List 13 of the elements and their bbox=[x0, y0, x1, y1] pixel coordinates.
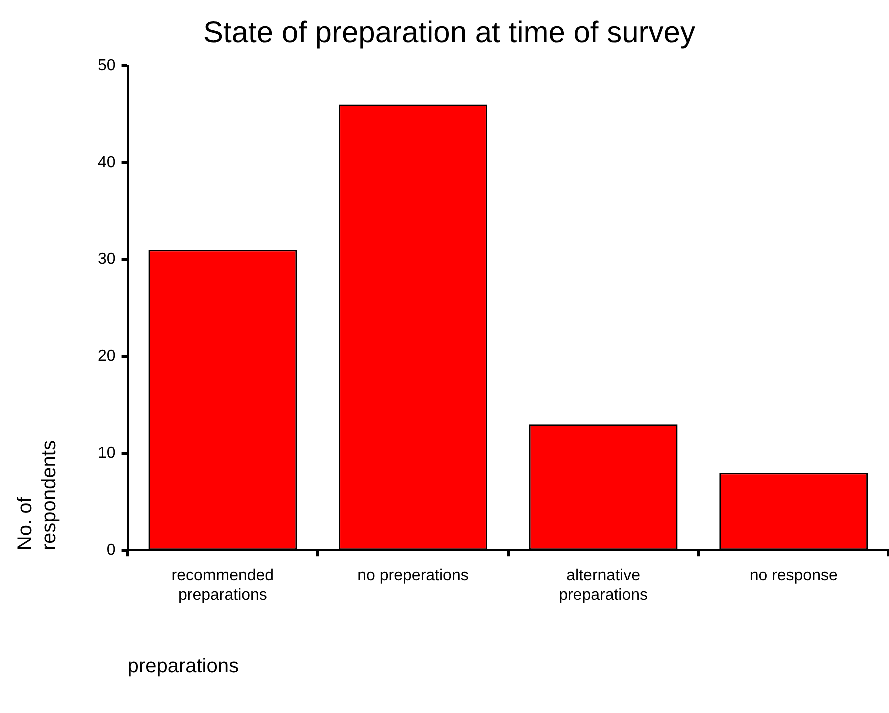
x-tick-label: recommended preparations bbox=[172, 568, 274, 604]
y-tick-label: 40 bbox=[98, 154, 116, 172]
x-tick-label: no preperations bbox=[358, 568, 469, 585]
x-tick-label: no response bbox=[750, 568, 838, 585]
y-tick-label: 10 bbox=[98, 445, 116, 462]
chart-title: State of preparation at time of survey bbox=[204, 16, 696, 50]
y-tick-label: 30 bbox=[98, 251, 116, 268]
x-axis-title: preparations bbox=[128, 656, 239, 678]
y-tick-label: 0 bbox=[106, 542, 116, 560]
y-tick-label: 50 bbox=[98, 57, 116, 74]
x-tick-label: alternative preparations bbox=[559, 568, 648, 604]
y-axis-title: No. of respondents bbox=[14, 440, 61, 551]
y-tick-label: 20 bbox=[98, 348, 116, 366]
